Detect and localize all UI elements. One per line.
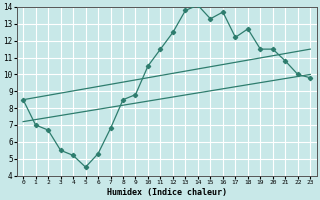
X-axis label: Humidex (Indice chaleur): Humidex (Indice chaleur): [107, 188, 227, 197]
